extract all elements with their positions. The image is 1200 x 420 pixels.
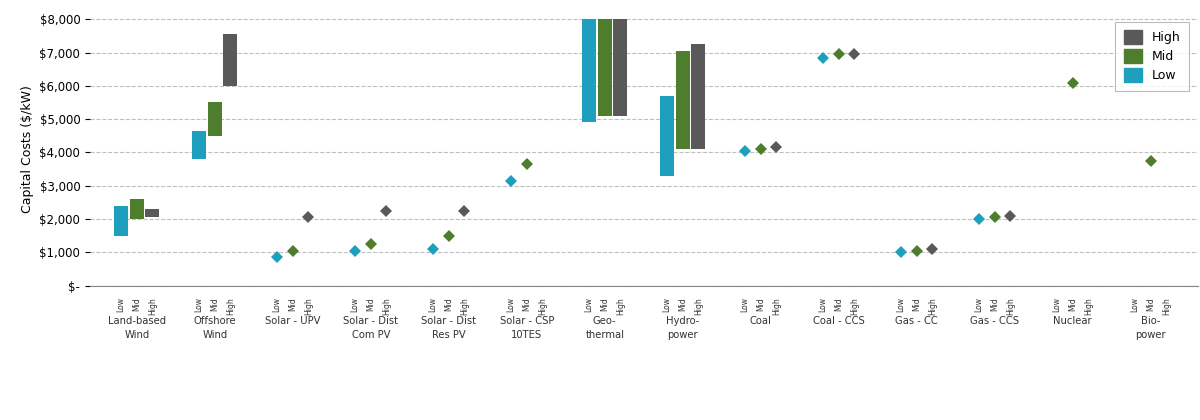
Bar <box>130 199 144 219</box>
Text: Solar - CSP: Solar - CSP <box>499 315 554 326</box>
Text: Mid: Mid <box>366 297 376 311</box>
Text: Mid: Mid <box>522 297 532 311</box>
Text: High: High <box>382 297 391 315</box>
Text: Low: Low <box>428 297 438 312</box>
Text: Mid: Mid <box>288 297 298 311</box>
Text: High: High <box>148 297 157 315</box>
Bar <box>676 51 690 149</box>
Bar <box>660 96 674 176</box>
Bar <box>145 209 160 217</box>
Text: Gas - CC: Gas - CC <box>895 315 938 326</box>
Text: Mid: Mid <box>990 297 1000 311</box>
Bar <box>208 102 222 136</box>
Text: Gas - CCS: Gas - CCS <box>971 315 1019 326</box>
Text: High: High <box>1006 297 1015 315</box>
Text: High: High <box>1084 297 1093 315</box>
Text: Geo-: Geo- <box>593 315 617 326</box>
Text: Mid: Mid <box>132 297 142 311</box>
Text: High: High <box>772 297 781 315</box>
Text: power: power <box>1135 330 1166 339</box>
Text: Solar - Dist: Solar - Dist <box>421 315 476 326</box>
Text: Mid: Mid <box>756 297 766 311</box>
Text: Low: Low <box>740 297 750 312</box>
Text: High: High <box>1162 297 1171 315</box>
Legend: High, Mid, Low: High, Mid, Low <box>1115 21 1189 91</box>
Text: Mid: Mid <box>444 297 454 311</box>
Text: Solar - UPV: Solar - UPV <box>265 315 320 326</box>
Text: Low: Low <box>350 297 360 312</box>
Text: Low: Low <box>974 297 984 312</box>
Text: High: High <box>304 297 313 315</box>
Text: Offshore: Offshore <box>193 315 236 326</box>
Text: Nuclear: Nuclear <box>1054 315 1092 326</box>
Bar <box>691 44 706 149</box>
Text: High: High <box>226 297 235 315</box>
Text: Low: Low <box>584 297 594 312</box>
Bar <box>598 19 612 116</box>
Text: High: High <box>460 297 469 315</box>
Text: Coal: Coal <box>750 315 772 326</box>
Text: Low: Low <box>194 297 204 312</box>
Y-axis label: Capital Costs ($/kW): Capital Costs ($/kW) <box>20 85 34 213</box>
Bar <box>114 206 128 236</box>
Text: Low: Low <box>896 297 906 312</box>
Text: Solar - Dist: Solar - Dist <box>343 315 398 326</box>
Text: Wind: Wind <box>124 330 150 339</box>
Text: Low: Low <box>116 297 126 312</box>
Text: thermal: thermal <box>586 330 624 339</box>
Text: Low: Low <box>272 297 282 312</box>
Text: Mid: Mid <box>834 297 844 311</box>
Text: Low: Low <box>818 297 828 312</box>
Text: Mid: Mid <box>210 297 220 311</box>
Bar <box>613 19 628 116</box>
Bar <box>223 34 238 86</box>
Text: Mid: Mid <box>1146 297 1156 311</box>
Text: High: High <box>616 297 625 315</box>
Bar <box>192 131 206 159</box>
Text: Land-based: Land-based <box>108 315 166 326</box>
Text: Mid: Mid <box>678 297 688 311</box>
Bar <box>582 19 596 123</box>
Text: 10TES: 10TES <box>511 330 542 339</box>
Text: Low: Low <box>662 297 672 312</box>
Text: Mid: Mid <box>1068 297 1078 311</box>
Text: Mid: Mid <box>912 297 922 311</box>
Text: Res PV: Res PV <box>432 330 466 339</box>
Text: power: power <box>667 330 698 339</box>
Text: High: High <box>850 297 859 315</box>
Text: Low: Low <box>1052 297 1062 312</box>
Text: High: High <box>694 297 703 315</box>
Text: High: High <box>538 297 547 315</box>
Text: Low: Low <box>506 297 516 312</box>
Text: Low: Low <box>1130 297 1140 312</box>
Text: Bio-: Bio- <box>1141 315 1160 326</box>
Text: Mid: Mid <box>600 297 610 311</box>
Text: Coal - CCS: Coal - CCS <box>812 315 865 326</box>
Text: High: High <box>928 297 937 315</box>
Text: Wind: Wind <box>202 330 228 339</box>
Text: Com PV: Com PV <box>352 330 390 339</box>
Text: Hydro-: Hydro- <box>666 315 700 326</box>
